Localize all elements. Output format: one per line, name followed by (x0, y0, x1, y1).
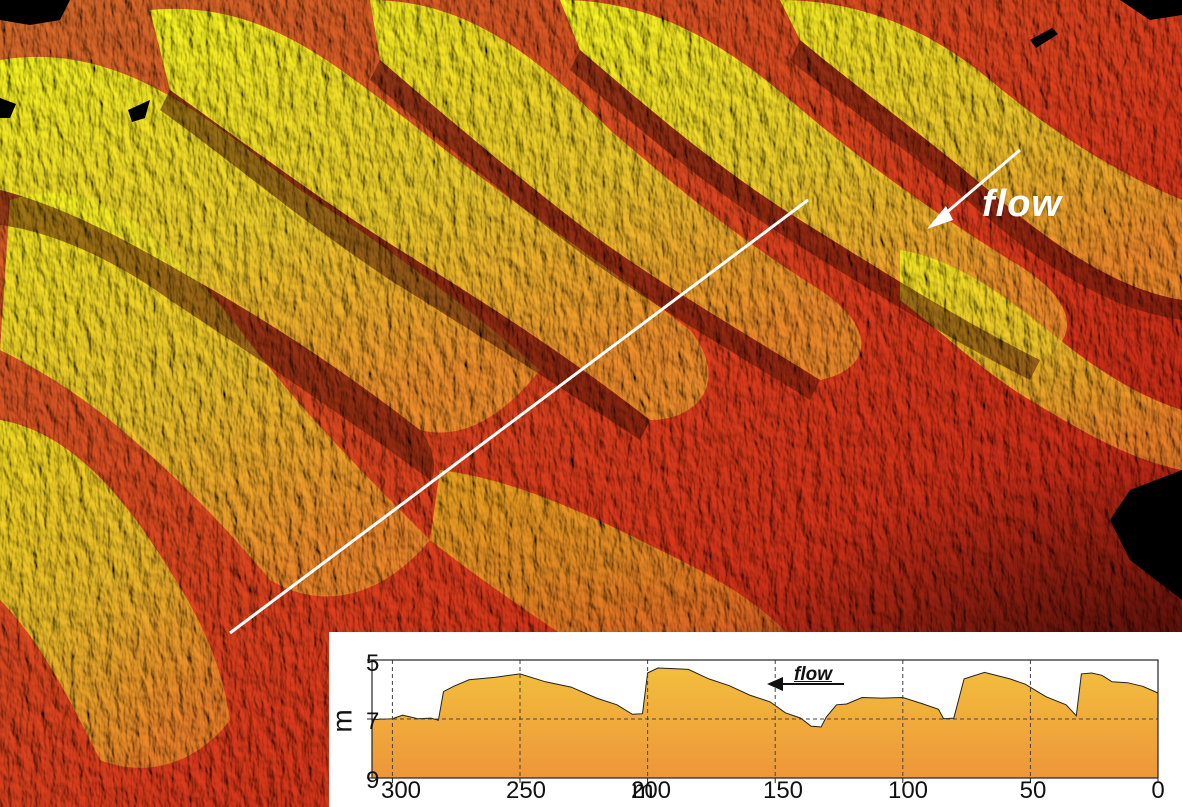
y-tick-label: 7 (366, 708, 380, 735)
x-tick-label: 100 (887, 777, 929, 804)
depth-profile-chart (367, 659, 1159, 783)
flow-arrow-icon (927, 148, 1021, 229)
profile-area (371, 667, 1159, 779)
x-tick-label: 250 (505, 777, 547, 804)
flow-label: flow (982, 183, 1062, 225)
x-tick-label: 300 (380, 777, 422, 804)
x-tick-label: 150 (762, 777, 804, 804)
x-tick-label: 50 (1019, 777, 1047, 804)
transect-line (229, 198, 809, 635)
y-tick-label: 5 (366, 650, 380, 677)
y-tick-label: 9 (366, 767, 380, 794)
inset-flow-label: flow (794, 664, 832, 685)
x-axis-label: m (632, 774, 654, 804)
x-tick-label: 200 (630, 777, 672, 804)
inset-flow-arrowhead-icon (767, 677, 783, 691)
depth-profile-inset: m m 5 7 9 300 250 200 150 100 50 0 flow (326, 632, 1182, 807)
y-axis-label: m (326, 709, 358, 733)
x-tick-label: 0 (1151, 777, 1165, 804)
